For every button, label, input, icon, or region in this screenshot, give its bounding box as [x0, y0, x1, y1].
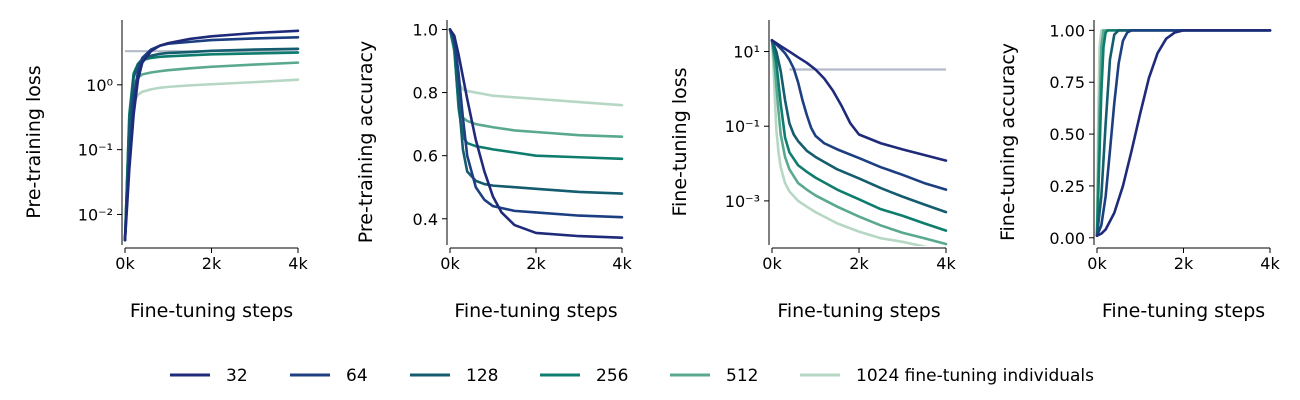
y-tick-label: 10⁻² — [78, 205, 113, 224]
y-tick-label: 0.8 — [413, 84, 438, 103]
y-axis-label: Fine-tuning loss — [669, 67, 691, 216]
y-tick-label: 0.25 — [1049, 177, 1085, 196]
series-line-128 — [770, 39, 948, 214]
legend-item-256: 256 — [540, 366, 628, 386]
series-line-32 — [448, 28, 624, 239]
series-line-512 — [1095, 29, 1272, 237]
y-tick-label: 0.4 — [413, 210, 438, 229]
legend-label: 256 — [596, 366, 628, 386]
series-line-1024 — [448, 28, 624, 107]
legend: 32 64 128 256 512 1024 fine-tuning individual… — [170, 366, 1094, 386]
series-line-128 — [448, 28, 624, 195]
x-tick-label: 4k — [288, 254, 308, 273]
y-tick-label: 0.6 — [413, 147, 438, 166]
legend-label: 32 — [226, 366, 248, 386]
y-tick-label: 0.00 — [1049, 229, 1085, 248]
y-tick-label: 10⁻¹ — [78, 141, 113, 160]
y-tick-label: 10⁻¹ — [725, 117, 760, 136]
y-tick-label: 0.50 — [1049, 125, 1085, 144]
y-tick-label: 10¹ — [733, 43, 760, 62]
y-axis-label: Fine-tuning accuracy — [997, 43, 1019, 241]
legend-item-1024: 1024 fine-tuning individuals — [800, 366, 1094, 386]
y-tick-label: 1.00 — [1049, 21, 1085, 40]
legend-item-512: 512 — [670, 366, 758, 386]
series-line-32 — [770, 39, 948, 162]
chart-panel-2: 0k 2k 4k 0.4 0.6 0.8 1.0 Fine-tuning steps Pre-t… — [355, 20, 632, 322]
x-tick-label: 2k — [526, 254, 546, 273]
x-tick-label: 0k — [440, 254, 460, 273]
series-line-32 — [1095, 29, 1272, 237]
legend-item-32: 32 — [170, 366, 248, 386]
series-line-1024 — [1095, 29, 1272, 237]
series-line-64 — [448, 28, 624, 219]
chart-panel-4: 0k 2k 4k 0.00 0.25 0.50 0.75 1.00 Fine-tuning st… — [997, 20, 1280, 322]
legend-item-128: 128 — [410, 366, 498, 386]
series-line-512 — [770, 39, 948, 246]
x-axis-label: Fine-tuning steps — [777, 300, 940, 322]
series-line-256 — [770, 39, 948, 232]
y-tick-label: 0.75 — [1049, 73, 1085, 92]
y-tick-label: 10⁰ — [86, 76, 113, 95]
x-tick-label: 2k — [1174, 254, 1194, 273]
x-tick-label: 0k — [1087, 254, 1107, 273]
x-tick-label: 4k — [936, 254, 956, 273]
x-axis-label: Fine-tuning steps — [130, 300, 293, 322]
legend-label: 128 — [466, 366, 498, 386]
series-line-512 — [448, 28, 624, 139]
x-tick-label: 4k — [612, 254, 632, 273]
series-line-128 — [123, 47, 300, 242]
x-tick-label: 2k — [849, 254, 869, 273]
series-line-1024 — [123, 78, 300, 242]
legend-label: 512 — [726, 366, 758, 386]
x-tick-label: 2k — [202, 254, 222, 273]
series-line-128 — [1095, 29, 1272, 237]
chart-panel-3: 0k 2k 4k 10⁻³ 10⁻¹ 10¹ Fine-tuning steps Fine-t… — [669, 20, 956, 322]
y-axis-label: Pre-training loss — [23, 65, 45, 218]
series-line-1024 — [770, 39, 928, 246]
x-tick-label: 0k — [762, 254, 782, 273]
series-line-64 — [770, 39, 948, 191]
y-tick-label: 10⁻³ — [725, 192, 760, 211]
legend-label: 1024 fine-tuning individuals — [856, 366, 1094, 386]
series-line-32 — [123, 29, 300, 242]
series-line-256 — [1095, 29, 1272, 237]
x-axis-label: Fine-tuning steps — [454, 300, 617, 322]
series-line-64 — [1095, 29, 1272, 237]
y-axis-label: Pre-training accuracy — [355, 41, 377, 243]
y-tick-label: 1.0 — [413, 20, 438, 39]
x-axis-label: Fine-tuning steps — [1102, 300, 1265, 322]
legend-item-64: 64 — [290, 366, 368, 386]
legend-label: 64 — [346, 366, 368, 386]
x-tick-label: 4k — [1260, 254, 1280, 273]
x-tick-label: 0k — [115, 254, 135, 273]
chart-panel-1: 0k 2k 4k 10⁻² 10⁻¹ 10⁰ Fine-tuning steps Pre-tr… — [23, 20, 308, 322]
